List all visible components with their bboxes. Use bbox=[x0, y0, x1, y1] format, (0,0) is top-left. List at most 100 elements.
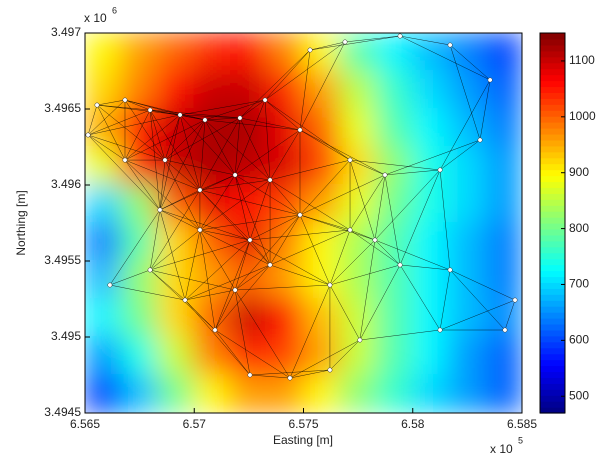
network-node bbox=[147, 267, 153, 273]
network-edge bbox=[87, 109, 151, 136]
heatmap-cell bbox=[229, 298, 269, 338]
network-edge bbox=[199, 189, 301, 216]
colorbar-swatch bbox=[540, 80, 565, 88]
x-tick-label: 6.58 bbox=[401, 417, 425, 431]
colorbar-swatch bbox=[540, 38, 565, 46]
heatmap-cell bbox=[411, 222, 451, 262]
heatmap-cell bbox=[120, 33, 159, 72]
network-edge bbox=[439, 169, 451, 270]
network-edge bbox=[87, 104, 98, 136]
network-node bbox=[487, 77, 493, 83]
colorbar-swatch bbox=[540, 74, 565, 82]
colorbar-swatch bbox=[540, 252, 565, 260]
network-edge bbox=[124, 99, 151, 111]
network-edge bbox=[249, 179, 271, 241]
network-edge bbox=[234, 129, 301, 176]
network-edge bbox=[199, 229, 271, 266]
network-edge bbox=[439, 139, 481, 171]
network-edge bbox=[184, 299, 251, 376]
heatmap-cell bbox=[193, 33, 232, 72]
y-tick-label: 3.496 bbox=[51, 177, 81, 191]
heatmap-cell bbox=[375, 260, 414, 300]
network-node bbox=[267, 177, 273, 183]
heatmap-cell bbox=[448, 260, 487, 300]
colorbar-swatch bbox=[540, 228, 565, 236]
network-edge bbox=[479, 79, 491, 141]
network-edge bbox=[184, 299, 216, 331]
colorbar-swatch bbox=[540, 193, 565, 200]
network-edge bbox=[249, 239, 271, 266]
network-node bbox=[327, 282, 333, 288]
heatmap-cell bbox=[338, 222, 378, 262]
network-edge bbox=[199, 179, 271, 231]
network-edge bbox=[399, 35, 491, 81]
heatmap-cell bbox=[338, 146, 378, 186]
network-edge bbox=[359, 329, 441, 341]
heatmap-cell bbox=[193, 70, 232, 110]
network-edge bbox=[149, 209, 161, 271]
network-edge bbox=[124, 159, 201, 231]
network-edge bbox=[249, 369, 330, 376]
y-tick-label: 3.4965 bbox=[44, 101, 81, 115]
heatmap-cell bbox=[266, 70, 305, 110]
network-edge bbox=[214, 239, 251, 331]
network-node bbox=[397, 33, 403, 39]
colorbar-swatch bbox=[540, 181, 565, 188]
network-edge bbox=[199, 174, 236, 231]
network-edge bbox=[149, 109, 166, 161]
y-tick-label: 3.4945 bbox=[44, 405, 81, 419]
heatmap-cell bbox=[85, 336, 123, 376]
colorbar-tick-label: 600 bbox=[569, 333, 589, 347]
heatmap-cell bbox=[85, 108, 123, 148]
colorbar-swatch bbox=[540, 122, 565, 129]
heatmap-cells bbox=[85, 33, 522, 413]
network-node bbox=[107, 282, 113, 288]
network-edge bbox=[204, 119, 301, 131]
y-tick-label: 3.4955 bbox=[44, 253, 81, 267]
network-edge bbox=[400, 35, 451, 46]
heatmap-cell bbox=[448, 336, 487, 376]
colorbar-swatch bbox=[540, 44, 565, 52]
network-edge bbox=[150, 269, 236, 291]
network-edge bbox=[239, 117, 271, 181]
network-edge bbox=[124, 99, 166, 161]
network-edge bbox=[439, 299, 516, 331]
network-edge bbox=[299, 129, 351, 161]
heatmap-cell bbox=[229, 184, 269, 224]
heatmap-cell bbox=[375, 298, 414, 338]
colorbar-swatch bbox=[540, 395, 565, 402]
heatmap-cell bbox=[193, 336, 232, 376]
colorbar-swatch bbox=[540, 145, 565, 153]
heatmap-cell bbox=[156, 260, 196, 300]
colorbar-swatch bbox=[540, 217, 565, 224]
colorbar-swatch bbox=[540, 294, 565, 301]
heatmap-cell bbox=[85, 184, 123, 224]
network-node bbox=[447, 267, 453, 273]
network-edge bbox=[264, 49, 311, 101]
network-node bbox=[232, 287, 238, 293]
y-axis-label: Northing [m] bbox=[14, 190, 28, 255]
network-node bbox=[162, 157, 168, 163]
network-node bbox=[177, 112, 183, 118]
heatmap-cell bbox=[484, 336, 522, 376]
colorbar-swatch bbox=[540, 335, 565, 343]
network-edge bbox=[179, 114, 206, 121]
network-edge bbox=[149, 269, 186, 301]
heatmap-cell bbox=[85, 222, 123, 262]
colorbar-swatch bbox=[540, 116, 565, 123]
heatmap-cell bbox=[85, 33, 123, 72]
heatmap-cell bbox=[193, 146, 232, 186]
network-edge bbox=[179, 114, 201, 191]
network-node bbox=[212, 327, 218, 333]
heatmap-cell bbox=[484, 260, 522, 300]
network-edge bbox=[264, 99, 301, 131]
colorbar-swatch bbox=[540, 407, 565, 414]
heatmap-cell bbox=[229, 374, 269, 413]
network-edge bbox=[349, 229, 401, 266]
network-edge bbox=[234, 174, 301, 216]
heatmap-cell bbox=[266, 374, 305, 413]
colorbar-tick-label: 700 bbox=[569, 277, 589, 291]
network-edge bbox=[289, 284, 331, 379]
network-edge bbox=[269, 229, 351, 266]
network-edge bbox=[199, 179, 271, 191]
